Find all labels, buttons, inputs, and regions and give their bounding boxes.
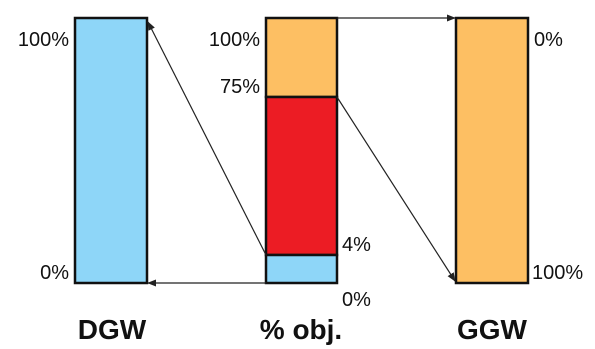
dgw-top-label: 100% bbox=[18, 29, 69, 51]
ggw-bar bbox=[454, 16, 530, 285]
ggw-top-label: 0% bbox=[534, 29, 563, 51]
arrow-obj-75pct-to-ggw-bottom bbox=[336, 96, 456, 282]
arrow-obj-4pct-to-dgw-top bbox=[147, 21, 267, 256]
dgw-bar bbox=[73, 16, 149, 285]
ggw-bottom-label: 100% bbox=[532, 262, 583, 284]
obj-top-label: 100% bbox=[209, 29, 260, 51]
obj-segment-middle bbox=[264, 95, 339, 257]
dgw-bottom-label: 0% bbox=[40, 262, 69, 284]
obj-lower-split-label: 4% bbox=[342, 234, 371, 256]
dgw-title: DGW bbox=[78, 314, 147, 345]
obj-segment-lower bbox=[264, 253, 339, 285]
obj-upper-split-label: 75% bbox=[220, 76, 260, 98]
obj-segment-upper bbox=[264, 16, 339, 99]
ggw-title: GGW bbox=[457, 314, 528, 345]
obj-bottom-label: 0% bbox=[342, 289, 371, 311]
obj-title: % obj. bbox=[260, 314, 342, 345]
